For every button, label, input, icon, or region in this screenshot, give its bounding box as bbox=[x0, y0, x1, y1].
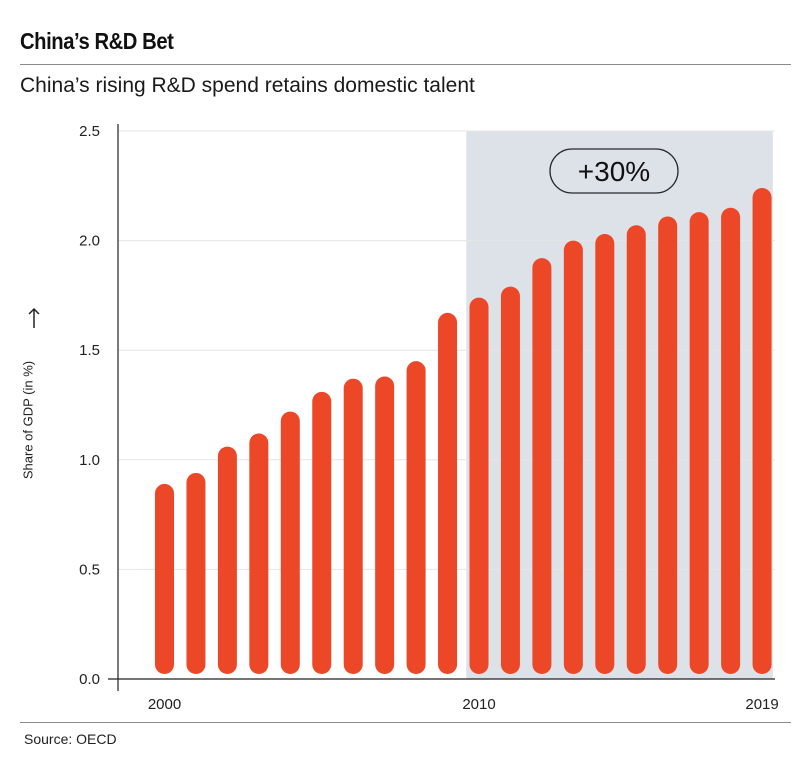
bar-2018 bbox=[721, 207, 741, 674]
bar-2001 bbox=[186, 472, 206, 674]
source-note: Source: OECD bbox=[24, 731, 117, 747]
y-axis-label-text: Share of GDP (in %) bbox=[20, 360, 36, 480]
y-tick-label: 2.0 bbox=[79, 233, 100, 250]
growth-annotation-label: +30% bbox=[578, 156, 650, 187]
title-divider bbox=[20, 64, 791, 65]
x-tick-label: 2000 bbox=[148, 696, 181, 713]
bar-2015 bbox=[626, 225, 646, 675]
x-tick-label: 2010 bbox=[462, 696, 495, 713]
x-tick-label: 2019 bbox=[745, 696, 778, 713]
y-tick-label: 0.5 bbox=[79, 561, 100, 578]
chart-title: China’s R&D Bet bbox=[20, 28, 174, 54]
y-tick-label: 2.5 bbox=[79, 123, 100, 140]
up-arrow-icon bbox=[28, 307, 40, 328]
y-tick-label: 0.0 bbox=[79, 671, 100, 688]
bar-2008 bbox=[406, 361, 426, 674]
y-tick-label: 1.5 bbox=[79, 342, 100, 359]
bar-2006 bbox=[343, 378, 363, 674]
bar-2009 bbox=[438, 312, 458, 674]
bar-2010 bbox=[469, 297, 489, 674]
bar-2016 bbox=[658, 216, 678, 674]
bar-2002 bbox=[217, 446, 237, 674]
bar-2017 bbox=[689, 212, 709, 674]
chart-subtitle: China’s rising R&D spend retains domesti… bbox=[20, 74, 475, 97]
bar-2003 bbox=[249, 433, 269, 674]
growth-annotation-pill bbox=[549, 148, 679, 194]
bar-2000 bbox=[155, 483, 174, 674]
bar-2019 bbox=[752, 187, 772, 674]
bar-2011 bbox=[500, 286, 520, 674]
bar-2014 bbox=[595, 234, 615, 675]
bar-2004 bbox=[280, 411, 300, 674]
bar-2012 bbox=[532, 258, 552, 674]
bar-2013 bbox=[563, 240, 583, 674]
y-tick-label: 1.0 bbox=[79, 452, 100, 469]
bar-2005 bbox=[312, 391, 332, 674]
bar-2007 bbox=[375, 376, 395, 674]
footer-divider bbox=[20, 722, 791, 723]
